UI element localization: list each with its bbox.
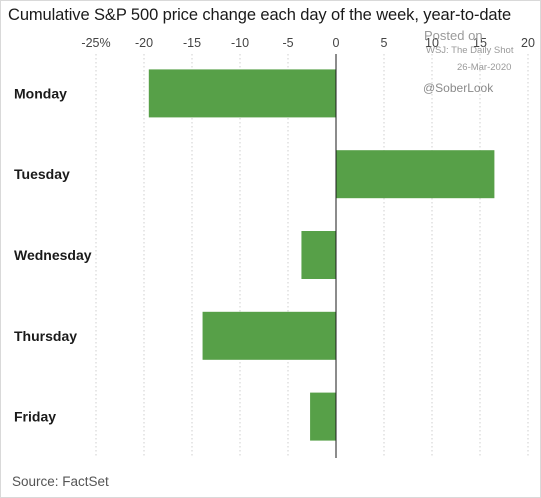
category-label: Friday — [14, 409, 56, 425]
x-tick-label: -10 — [231, 36, 249, 50]
category-label: Thursday — [14, 328, 77, 344]
bar-thursday — [202, 311, 336, 360]
category-label: Tuesday — [14, 166, 70, 182]
x-tick-label: 0 — [333, 36, 340, 50]
x-tick-label: 5 — [381, 36, 388, 50]
x-tick-labels: -25% -20 -15 -10 -5 0 5 10 15 20 — [81, 36, 535, 50]
chart-title: Cumulative S&P 500 price change each day… — [8, 6, 512, 24]
x-tick-label: 15 — [473, 36, 487, 50]
x-tick-label: -20 — [135, 36, 153, 50]
category-labels: Monday Tuesday Wednesday Thursday Friday — [14, 85, 92, 424]
x-tick-label: 20 — [521, 36, 535, 50]
bar-monday — [148, 69, 336, 118]
category-label: Wednesday — [14, 247, 92, 263]
bars — [148, 69, 495, 441]
watermark-outlet: WSJ: The Daily Shot — [426, 45, 514, 56]
bar-tuesday — [336, 150, 495, 199]
source-note: Source: FactSet — [12, 474, 109, 489]
grid-lines — [95, 54, 529, 458]
watermark-handle: @SoberLook — [423, 81, 494, 95]
watermark-posted: Posted on — [424, 28, 483, 43]
watermark-date: 26-Mar-2020 — [457, 62, 512, 73]
x-tick-label: -5 — [282, 36, 293, 50]
x-tick-label: -25% — [81, 36, 110, 50]
x-tick-label: -15 — [183, 36, 201, 50]
bar-friday — [310, 392, 336, 441]
bar-wednesday — [301, 231, 336, 279]
x-tick-label: 10 — [425, 36, 439, 50]
category-label: Monday — [14, 85, 67, 101]
